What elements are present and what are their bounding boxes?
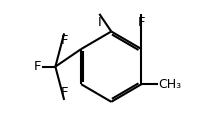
- Text: F: F: [60, 86, 68, 99]
- Text: F: F: [138, 16, 145, 29]
- Text: CH₃: CH₃: [158, 78, 181, 91]
- Text: F: F: [33, 60, 41, 73]
- Text: F: F: [60, 34, 68, 47]
- Text: I: I: [97, 16, 101, 29]
